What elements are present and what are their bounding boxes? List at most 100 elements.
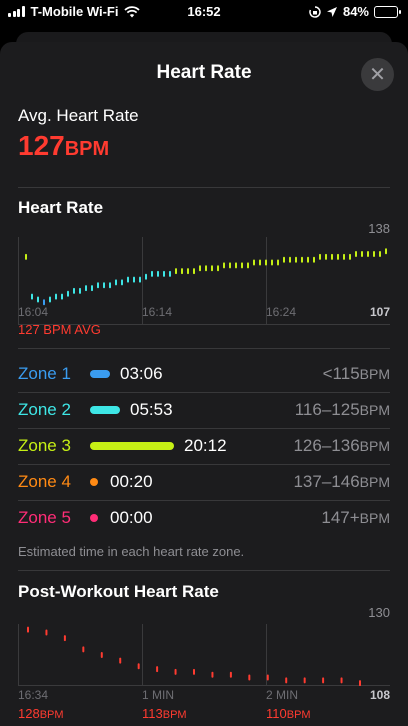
heart-rate-sample: [193, 268, 195, 275]
post-reading-value: 128: [18, 706, 40, 721]
heart-rate-sample: [31, 293, 33, 300]
post-workout-sample: [45, 629, 48, 636]
x-tick-label: 16:04: [18, 305, 49, 319]
location-icon: [326, 6, 337, 17]
x-tick-label: 16:24: [266, 305, 297, 319]
close-button[interactable]: ✕: [361, 58, 394, 91]
heart-rate-sheet: Heart Rate ✕ Avg. Heart Rate 127BPM Hear…: [0, 42, 408, 726]
avg-value-number: 127: [18, 130, 65, 161]
heart-rate-sample: [313, 256, 315, 263]
heart-rate-sample: [37, 296, 39, 303]
post-workout-sample: [248, 674, 251, 681]
heart-rate-sample: [337, 253, 339, 260]
zone-duration: 05:53: [130, 400, 173, 419]
heart-rate-sample: [373, 251, 375, 258]
post-reading-unit: BPM: [39, 709, 64, 721]
post-reading-unit: BPM: [286, 709, 311, 721]
heart-rate-sample: [151, 270, 153, 277]
divider: [18, 392, 390, 393]
heart-rate-sample: [223, 262, 225, 269]
post-workout-sample: [285, 677, 288, 684]
carrier-label: T-Mobile Wi-Fi: [30, 4, 119, 19]
zone-range-unit: BPM: [359, 474, 390, 490]
heart-rate-chart: 138 16:04 16:14 16:24 107 127 BPM AVG: [18, 218, 390, 342]
divider: [18, 187, 390, 188]
post-workout-chart: 130 16:34 1 MIN 2 MIN 108 128BPM 113BPM …: [18, 602, 390, 726]
heart-rate-sample: [145, 273, 147, 280]
x-tick-label: 16:34: [18, 688, 49, 702]
heart-rate-sample: [121, 279, 123, 286]
x-tick-label: 1 MIN: [142, 688, 175, 702]
heart-rate-sample: [103, 282, 105, 289]
zone-range-unit: BPM: [359, 438, 390, 454]
heart-rate-sample: [349, 253, 351, 260]
heart-rate-sample: [73, 287, 75, 294]
post-workout-sample: [156, 666, 159, 673]
post-reading: 110BPM: [266, 706, 311, 721]
zone-range-unit: BPM: [359, 402, 390, 418]
heart-rate-sample: [61, 293, 63, 300]
heart-rate-sample: [175, 268, 177, 275]
heart-rate-sample: [355, 251, 357, 258]
zone-row: Zone 4 00:20 137–146BPM: [18, 465, 390, 501]
zone-range: 147+BPM: [321, 508, 390, 528]
heart-rate-sample: [271, 259, 273, 266]
heart-rate-sample: [85, 285, 87, 292]
status-time: 16:52: [187, 4, 221, 19]
heart-rate-zones: Zone 1 03:06 <115BPM Zone 2 05:53 116–12…: [18, 357, 390, 537]
chart-y-min: 108: [369, 688, 390, 702]
zone-name: Zone 4: [18, 472, 71, 491]
post-workout-plot: [18, 624, 390, 686]
heart-rate-sample: [385, 248, 387, 255]
heart-rate-sample: [319, 253, 321, 260]
heart-rate-sample: [25, 253, 27, 260]
heart-rate-sample: [91, 285, 93, 292]
wifi-icon: [124, 5, 141, 17]
post-reading: 128BPM: [18, 706, 64, 721]
battery-percent: 84%: [342, 4, 369, 19]
zone-name: Zone 5: [18, 508, 71, 527]
avg-bpm-label: 127 BPM AVG: [18, 322, 101, 337]
avg-heart-rate-value: 127BPM: [18, 130, 109, 162]
post-reading-value: 110: [266, 706, 287, 721]
heart-rate-sample: [343, 253, 345, 260]
heart-rate-sample: [211, 265, 213, 272]
post-workout-sample: [211, 671, 214, 678]
zone-range: 126–136BPM: [293, 436, 390, 456]
divider: [18, 464, 390, 465]
heart-rate-sample: [277, 259, 279, 266]
post-reading-value: 113: [142, 706, 163, 721]
zone-name: Zone 1: [18, 364, 71, 383]
heart-rate-sample: [295, 256, 297, 263]
zone-row: Zone 2 05:53 116–125BPM: [18, 393, 390, 429]
heart-rate-sample: [67, 290, 69, 297]
zone-duration: 00:00: [110, 508, 153, 527]
heart-rate-sample: [139, 276, 141, 283]
status-right: 84%: [309, 4, 401, 19]
heart-rate-sample: [241, 262, 243, 269]
zone-duration: 20:12: [184, 436, 227, 455]
heart-rate-plot: [18, 237, 390, 325]
xmark-icon: ✕: [369, 64, 386, 86]
zone-name: Zone 3: [18, 436, 71, 455]
heart-rate-sample: [235, 262, 237, 269]
zone-range-unit: BPM: [359, 510, 390, 526]
heart-rate-sample: [157, 270, 159, 277]
heart-rate-sample: [259, 259, 261, 266]
zone-range-value: 116–125: [294, 400, 360, 419]
post-reading: 113BPM: [142, 706, 187, 721]
post-workout-sample: [137, 663, 140, 670]
heart-rate-sample: [229, 262, 231, 269]
zone-duration-bar: [90, 370, 110, 378]
zone-range-unit: BPM: [359, 366, 390, 382]
battery-icon: [374, 5, 401, 18]
zone-range: 116–125BPM: [295, 400, 390, 420]
heart-rate-sample: [331, 253, 333, 260]
heart-rate-sample: [265, 259, 267, 266]
chart-y-min: 107: [369, 305, 390, 319]
post-workout-title: Post-Workout Heart Rate: [18, 582, 219, 601]
heart-rate-sample: [79, 287, 81, 294]
heart-rate-sample: [307, 256, 309, 263]
zone-duration: 00:20: [110, 472, 153, 491]
orientation-lock-icon: [309, 5, 321, 18]
